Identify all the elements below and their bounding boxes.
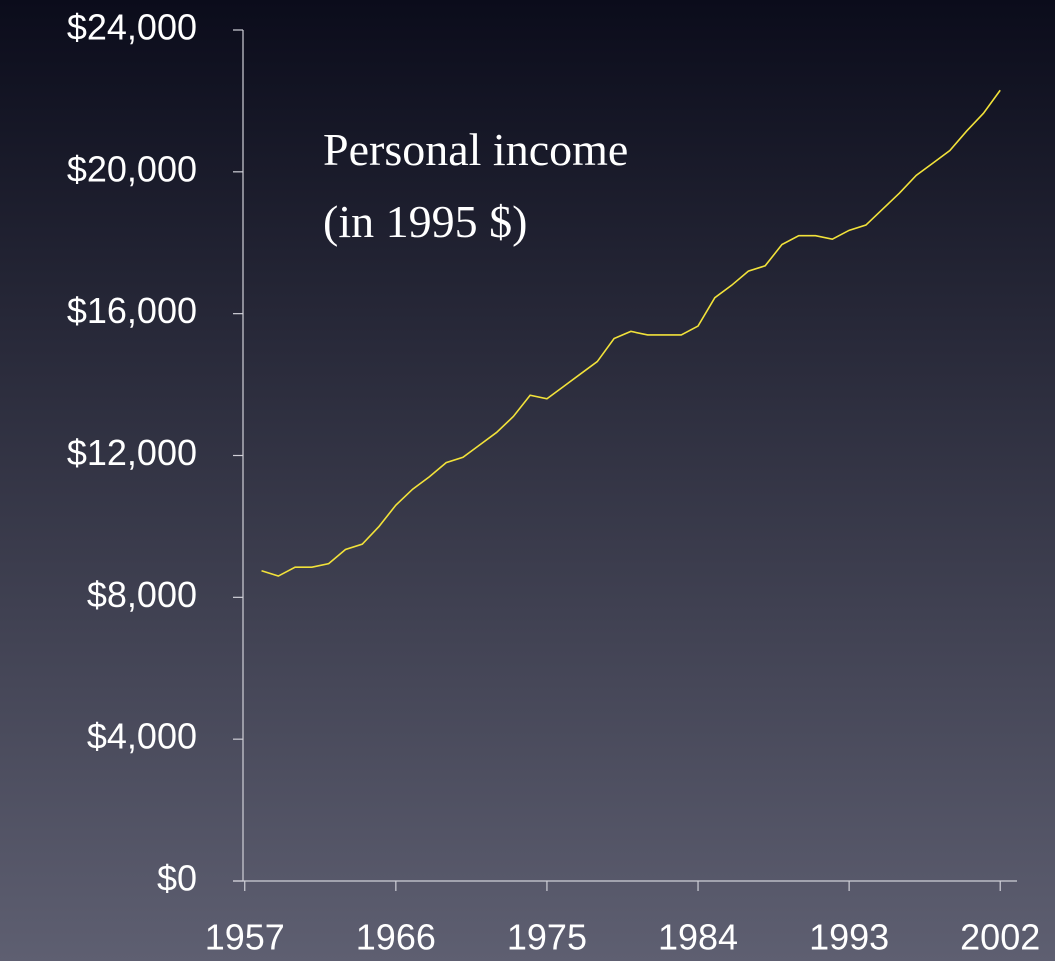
y-tick-label: $4,000 bbox=[87, 716, 197, 757]
y-tick-label: $8,000 bbox=[87, 574, 197, 615]
x-tick-label: 1984 bbox=[658, 917, 738, 958]
x-tick-label: 1993 bbox=[809, 917, 889, 958]
x-tick-label: 2002 bbox=[960, 917, 1040, 958]
x-tick-label: 1966 bbox=[356, 917, 436, 958]
y-tick-label: $16,000 bbox=[67, 290, 197, 331]
annotation: Personal income bbox=[323, 124, 628, 175]
x-tick-label: 1957 bbox=[205, 917, 285, 958]
y-tick-label: $12,000 bbox=[67, 432, 197, 473]
y-tick-label: $20,000 bbox=[67, 148, 197, 189]
annotation: (in 1995 $) bbox=[323, 196, 527, 247]
y-tick-label: $24,000 bbox=[67, 7, 197, 48]
data-line bbox=[261, 89, 1001, 577]
y-tick-label: $0 bbox=[157, 858, 197, 899]
x-tick-label: 1975 bbox=[507, 917, 587, 958]
